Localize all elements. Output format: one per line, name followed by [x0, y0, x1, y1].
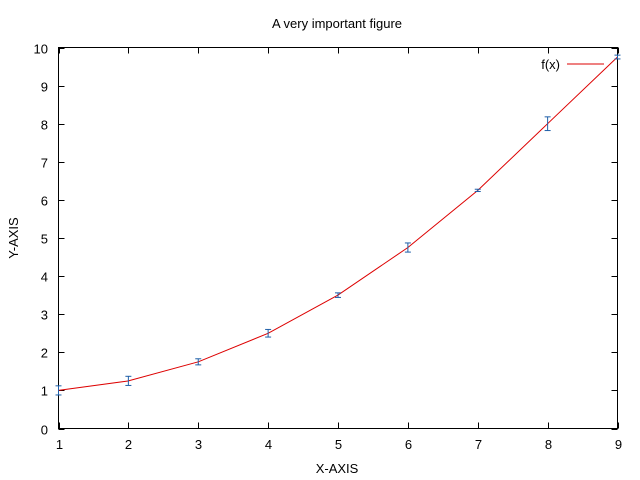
- legend: f(x): [541, 57, 604, 72]
- x-tick-label-5: 5: [335, 437, 342, 452]
- errorbar-point-9: [614, 54, 621, 60]
- y-tick-label-8: 8: [41, 118, 48, 133]
- x-axis-label: X-AXIS: [316, 461, 359, 476]
- y-tick-label-1: 1: [41, 384, 48, 399]
- y-tick-label-0: 0: [41, 423, 48, 438]
- y-tick-label-3: 3: [41, 308, 48, 323]
- x-axis: 1 2 3 4 5 6 7 8 9: [56, 47, 622, 452]
- errorbar-point-5: [335, 292, 341, 298]
- x-tick-label-2: 2: [125, 437, 132, 452]
- y-axis-label: Y-AXIS: [6, 217, 21, 259]
- y-tick-label-2: 2: [41, 346, 48, 361]
- errorbar-point-2: [125, 375, 132, 386]
- series-line-fx: [58, 56, 618, 391]
- y-tick-label-4: 4: [41, 270, 48, 285]
- errorbar-point-7: [474, 188, 481, 193]
- x-tick-label-7: 7: [475, 437, 482, 452]
- x-tick-label-9: 9: [615, 437, 622, 452]
- y-axis: 0 1 2 3 4 5 6 7 8 9 10: [34, 42, 618, 438]
- y-tick-label-10: 10: [34, 42, 48, 57]
- errorbar-point-8: [544, 116, 551, 132]
- x-tick-label-1: 1: [56, 437, 63, 452]
- errorbar-point-4: [265, 328, 272, 338]
- y-tick-label-6: 6: [41, 194, 48, 209]
- series-layer: [55, 54, 621, 396]
- y-tick-label-5: 5: [41, 232, 48, 247]
- x-tick-label-8: 8: [545, 437, 552, 452]
- x-tick-label-3: 3: [195, 437, 202, 452]
- y-tick-label-7: 7: [41, 156, 48, 171]
- plot-frame: [58, 47, 618, 429]
- y-tick-label-9: 9: [41, 80, 48, 95]
- errorbar-point-1: [55, 385, 62, 396]
- x-tick-label-4: 4: [265, 437, 272, 452]
- errorbar-point-3: [195, 358, 202, 366]
- errorbar-point-6: [404, 242, 411, 253]
- legend-label-fx: f(x): [541, 57, 560, 72]
- x-tick-label-6: 6: [405, 437, 412, 452]
- chart-title: A very important figure: [272, 16, 402, 31]
